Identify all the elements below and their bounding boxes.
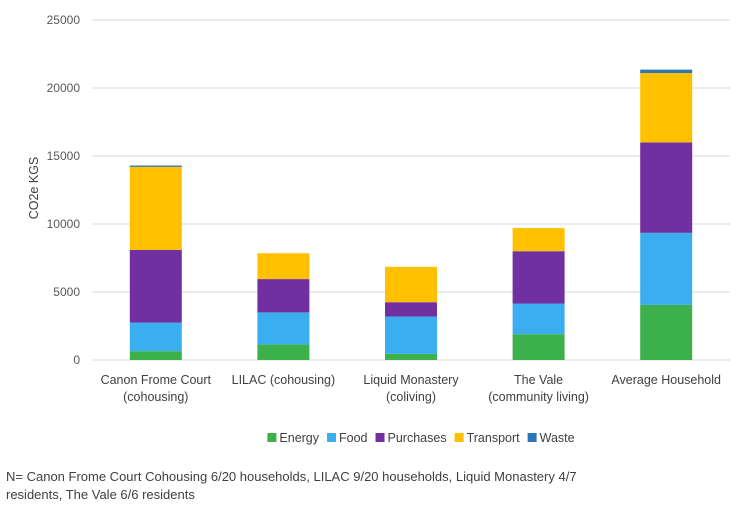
legend-label: Waste xyxy=(540,431,575,445)
legend-item-transport: Transport xyxy=(454,431,521,445)
legend-label: Purchases xyxy=(388,431,447,445)
y-axis-label: CO2e KGS xyxy=(27,157,41,220)
x-category-label: Canon Frome Court xyxy=(101,373,212,387)
bar-segment-transport xyxy=(640,73,693,143)
bar-segment-food xyxy=(257,312,310,345)
legend-item-waste: Waste xyxy=(527,431,575,445)
x-category-label: LILAC (cohousing) xyxy=(232,373,336,387)
bar-segment-energy xyxy=(129,351,182,360)
x-category-label: Liquid Monastery xyxy=(363,373,459,387)
y-tick-label: 15000 xyxy=(47,149,81,163)
bar-segment-energy xyxy=(512,334,565,360)
legend-swatch xyxy=(267,433,277,442)
bar-segment-food xyxy=(129,322,182,352)
bar-segment-food xyxy=(385,316,437,354)
bar-segment-waste xyxy=(640,69,693,74)
bar-segment-purchases xyxy=(257,279,310,313)
x-axis-categories: Canon Frome Court (cohousing) LILAC (cohou… xyxy=(101,373,721,404)
x-category-label: (coliving) xyxy=(386,390,436,404)
bar-segment-purchases xyxy=(640,142,693,233)
legend-swatch xyxy=(527,433,537,442)
gridlines xyxy=(92,19,730,361)
bar-segment-purchases xyxy=(512,251,565,304)
x-category-label: Average Household xyxy=(611,373,721,387)
legend-item-energy: Energy xyxy=(267,431,320,445)
bar-segment-energy xyxy=(385,353,437,360)
legend-swatch xyxy=(375,433,385,442)
bar-segment-energy xyxy=(640,304,693,360)
bar-segment-food xyxy=(512,303,565,335)
x-category-label: (cohousing) xyxy=(123,390,188,404)
legend-swatch xyxy=(327,433,337,442)
y-tick-label: 25000 xyxy=(47,13,81,27)
bar-segment-food xyxy=(640,232,693,305)
y-axis-ticks: 0 5000 10000 15000 20000 25000 xyxy=(47,13,81,367)
footnote: N= Canon Frome Court Cohousing 6/20 hous… xyxy=(6,469,577,502)
y-tick-label: 5000 xyxy=(53,285,80,299)
y-tick-label: 20000 xyxy=(47,81,81,95)
y-tick-label: 10000 xyxy=(47,217,81,231)
legend-label: Food xyxy=(339,431,368,445)
bar-segment-energy xyxy=(257,344,310,360)
stacked-bar-chart: 0 5000 10000 15000 20000 25000 CO2e KGS Canon… xyxy=(27,13,730,445)
legend-item-purchases: Purchases xyxy=(375,431,447,445)
bar-segment-transport xyxy=(257,253,310,280)
y-tick-label: 0 xyxy=(73,353,80,367)
x-category-label: The Vale xyxy=(514,373,563,387)
bar-segment-transport xyxy=(385,266,437,303)
legend-swatch xyxy=(454,433,464,442)
bar-segment-transport xyxy=(512,228,565,252)
legend-item-food: Food xyxy=(327,431,368,445)
legend: Energy Food Purchases Transport Waste xyxy=(267,431,575,445)
bar-segment-purchases xyxy=(129,249,182,323)
bars xyxy=(129,69,693,360)
bar-segment-transport xyxy=(129,166,182,250)
x-category-label: (community living) xyxy=(488,390,589,404)
legend-label: Transport xyxy=(467,431,521,445)
bar-segment-purchases xyxy=(385,302,437,317)
legend-label: Energy xyxy=(279,431,319,445)
bar-segment-waste xyxy=(129,165,182,167)
